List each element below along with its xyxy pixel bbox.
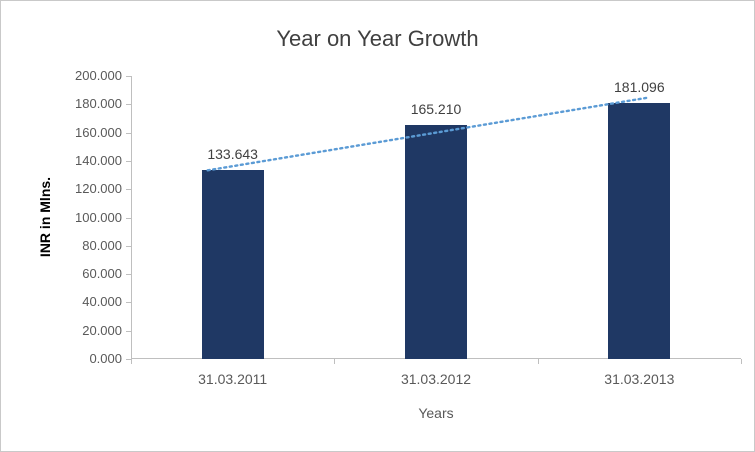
y-tick-mark (126, 189, 131, 191)
y-tick-mark (126, 359, 131, 360)
y-tick-label: 160.000 (75, 124, 122, 140)
y-tick-mark (126, 160, 131, 162)
y-tick-label: 120.000 (75, 181, 122, 197)
bar (201, 169, 264, 359)
x-category-label: 31.03.2011 (198, 371, 268, 387)
y-tick-label: 140.000 (75, 152, 122, 168)
y-tick-label: 40.000 (82, 294, 122, 310)
y-tick-label: 60.000 (82, 266, 122, 282)
x-tick-mark (537, 359, 539, 364)
bar-data-label: 133.643 (207, 145, 258, 162)
y-tick-label: 180.000 (75, 96, 122, 112)
x-tick-mark (334, 359, 336, 364)
x-category-label: 31.03.2012 (400, 371, 472, 387)
x-tick-mark (741, 359, 742, 364)
y-tick-label: 100.000 (75, 209, 122, 225)
y-tick-mark (126, 245, 131, 247)
x-category-label: 31.03.2013 (604, 371, 675, 387)
y-tick-label: 80.000 (82, 237, 122, 253)
y-tick-mark (126, 76, 131, 77)
y-tick-mark (126, 302, 131, 304)
y-tick-label: 200.000 (75, 68, 122, 83)
y-tick-label: 0.000 (89, 351, 122, 366)
bar-data-label: 165.210 (410, 101, 462, 118)
x-tick-mark (131, 359, 132, 364)
chart-title: Year on Year Growth (276, 26, 479, 51)
y-tick-label: 20.000 (82, 322, 122, 338)
bar (608, 102, 671, 359)
y-tick-mark (126, 274, 131, 276)
y-tick-mark (126, 132, 131, 134)
bar (405, 125, 467, 359)
y-tick-mark (126, 330, 131, 332)
x-axis-title: Years (418, 405, 454, 421)
y-tick-mark (126, 217, 131, 219)
bar-data-label: 181.096 (614, 78, 665, 95)
y-tick-mark (126, 104, 131, 106)
